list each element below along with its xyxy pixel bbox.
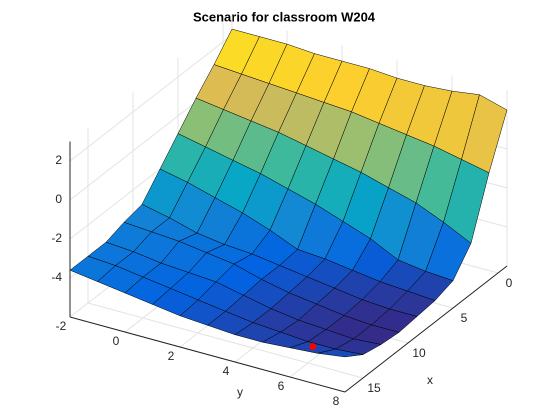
z-tick-label: -2 [51, 231, 62, 245]
grid-line [87, 302, 364, 379]
x-tick-label: 0 [506, 276, 513, 290]
y-tick-label: 4 [223, 364, 230, 378]
y-tick-label: -2 [56, 319, 67, 333]
x-tick-label: 5 [461, 311, 468, 325]
chart-title: Scenario for classroom W204 [193, 9, 376, 24]
y-tick-label: 0 [113, 334, 120, 348]
x-tick-label: 10 [412, 346, 426, 360]
y-tick-label: 6 [278, 379, 285, 393]
y-axis-label: y [237, 385, 243, 399]
y-tick-label: 2 [168, 349, 175, 363]
highlight-point [309, 342, 317, 350]
y-tick-label: 8 [333, 394, 340, 408]
z-tick-label: 0 [55, 192, 62, 206]
y-axis-line [69, 316, 346, 393]
z-tick-label: 2 [55, 153, 62, 167]
grid-line [69, 34, 233, 162]
x-tick-label: 15 [367, 381, 381, 395]
surface-patch [317, 348, 364, 358]
z-tick-label: -4 [51, 270, 62, 284]
x-axis-line [344, 265, 508, 393]
x-axis-label: x [427, 373, 433, 387]
